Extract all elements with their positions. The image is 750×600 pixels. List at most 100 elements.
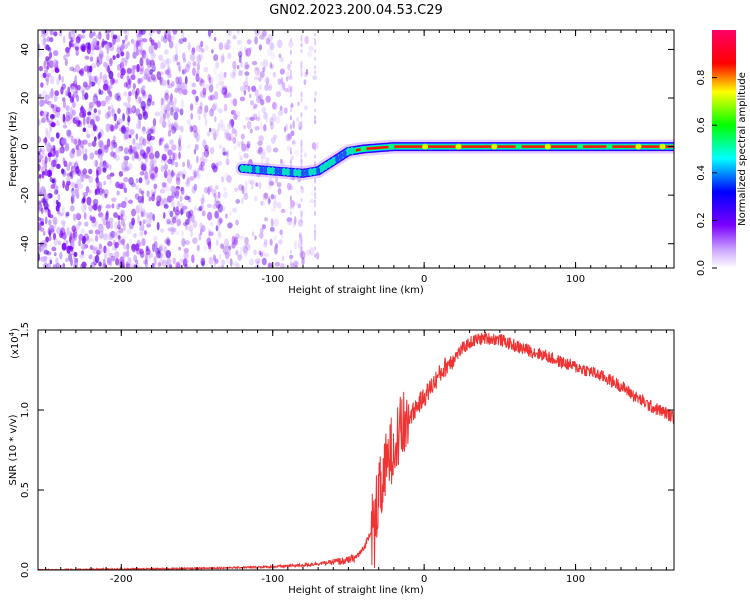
spectrogram-noise-blob [65,115,71,122]
spectrogram-noise-blob [135,178,139,184]
spectrogram-streak [314,70,317,75]
spectrogram-noise-blob [68,91,72,99]
spectrogram-noise-blob [104,253,107,259]
spectrogram-noise-blob [73,230,76,239]
spectrogram-noise-blob [88,82,92,89]
spectrogram-noise-blob [177,87,184,95]
spectrogram-noise-blob [255,95,262,104]
spectrogram-streak [314,41,317,46]
spectrogram-noise-blob [301,256,305,266]
spectrogram-noise-blob [169,93,173,102]
spectrogram-noise-blob [139,49,144,55]
spectrogram-noise-blob [47,56,51,61]
spectrogram-noise-blob [69,96,74,103]
spectrogram-noise-blob [127,115,131,123]
spectrogram-noise-blob [151,193,155,202]
spectrogram-streak [314,115,317,120]
spectrogram-noise-blob [179,195,183,202]
spectrogram-noise-blob [141,153,145,160]
spectrogram-noise-blob [103,245,107,254]
spectrogram-streak [289,72,292,77]
spectrogram-noise-blob [142,38,148,43]
spectrogram-noise-blob [130,74,136,81]
spectrogram-noise-blob [112,55,116,60]
spectrogram-noise-blob [315,251,320,260]
spectrogram-noise-blob [167,64,170,73]
spectrogram-noise-blob [199,228,203,236]
spectrogram-noise-blob [116,44,120,49]
spectrogram-noise-blob [132,138,136,145]
spectrogram-noise-blob [200,78,204,83]
spectrogram-noise-blob [161,59,167,69]
spectrogram-noise-blob [201,157,206,167]
spectrogram-noise-blob [240,61,243,68]
spectrogram-noise-blob [169,106,174,116]
signal-blob [297,168,302,177]
spectrogram-noise-blob [178,38,184,44]
spectrogram-noise-blob [275,243,279,249]
spectrogram-noise-blob [142,138,147,147]
spectrogram-streak [300,42,303,47]
spectrogram-noise-blob [214,185,219,190]
spectrogram-xtick-label: -100 [261,274,284,285]
spectrogram-noise-blob [85,129,89,135]
spectrogram-noise-blob [215,61,220,69]
spectrogram-noise-blob [138,204,143,213]
spectrogram-noise-blob [139,230,144,237]
spectrogram-noise-blob [258,77,262,82]
spectrogram-noise-blob [210,221,214,227]
spectrogram-noise-blob [149,68,153,76]
spectrogram-noise-blob [205,83,210,91]
spectrogram-noise-blob [51,246,57,252]
spectrogram-noise-blob [128,91,132,97]
spectrogram-noise-blob [98,153,104,159]
spectrogram-noise-blob [38,182,41,191]
spectrogram-noise-blob [113,231,118,241]
spectrogram-noise-blob [123,187,127,194]
spectrogram-noise-blob [140,30,146,35]
spectrogram-noise-blob [160,102,166,112]
spectrogram-noise-blob [309,246,315,256]
spectrogram-noise-blob [93,159,97,167]
spectrogram-noise-blob [146,98,152,107]
spectrogram-noise-blob [261,106,267,114]
signal-blob [251,165,256,174]
spectrogram-noise-blob [178,134,182,143]
spectrogram-noise-blob [41,173,45,179]
spectrogram-noise-blob [193,171,200,178]
spectrogram-noise-blob [240,140,244,146]
spectrogram-noise-blob [219,243,225,249]
spectrogram-noise-blob [218,218,223,224]
spectrogram-noise-blob [294,264,298,268]
spectrogram-noise-blob [52,177,57,186]
spectrogram-noise-blob [299,249,304,258]
spectrogram-noise-blob [57,193,61,201]
spectrogram-noise-blob [139,46,143,53]
spectrogram-streak [289,211,292,216]
spectrogram-noise-blob [75,48,79,57]
spectrogram-noise-blob [198,53,203,61]
spectrogram-noise-blob [192,220,198,229]
spectrogram-noise-blob [197,168,200,173]
spectrogram-noise-blob [316,141,319,150]
spectrogram-noise-blob [199,79,206,88]
spectrogram-noise-blob [217,122,221,132]
spectrogram-noise-blob [132,65,136,72]
spectrogram-noise-blob [116,46,122,54]
spectrogram-noise-blob [79,111,85,118]
spectrogram-noise-blob [125,126,130,133]
spectrogram-noise-blob [309,199,315,204]
spectrogram-noise-blob [207,30,212,37]
spectrogram-noise-blob [96,56,100,63]
spectrogram-noise-blob [98,50,104,60]
spectrogram-noise-blob [38,200,42,205]
signal-node [577,143,584,150]
spectrogram-noise-blob [163,49,169,55]
spectrogram-streak [289,256,292,261]
spectrogram-noise-blob [152,243,156,252]
spectrogram-noise-blob [146,133,152,142]
spectrogram-noise-blob [277,201,282,209]
spectrogram-noise-blob [292,120,296,129]
spectrogram-noise-blob [78,43,82,52]
spectrogram-noise-blob [68,115,73,120]
